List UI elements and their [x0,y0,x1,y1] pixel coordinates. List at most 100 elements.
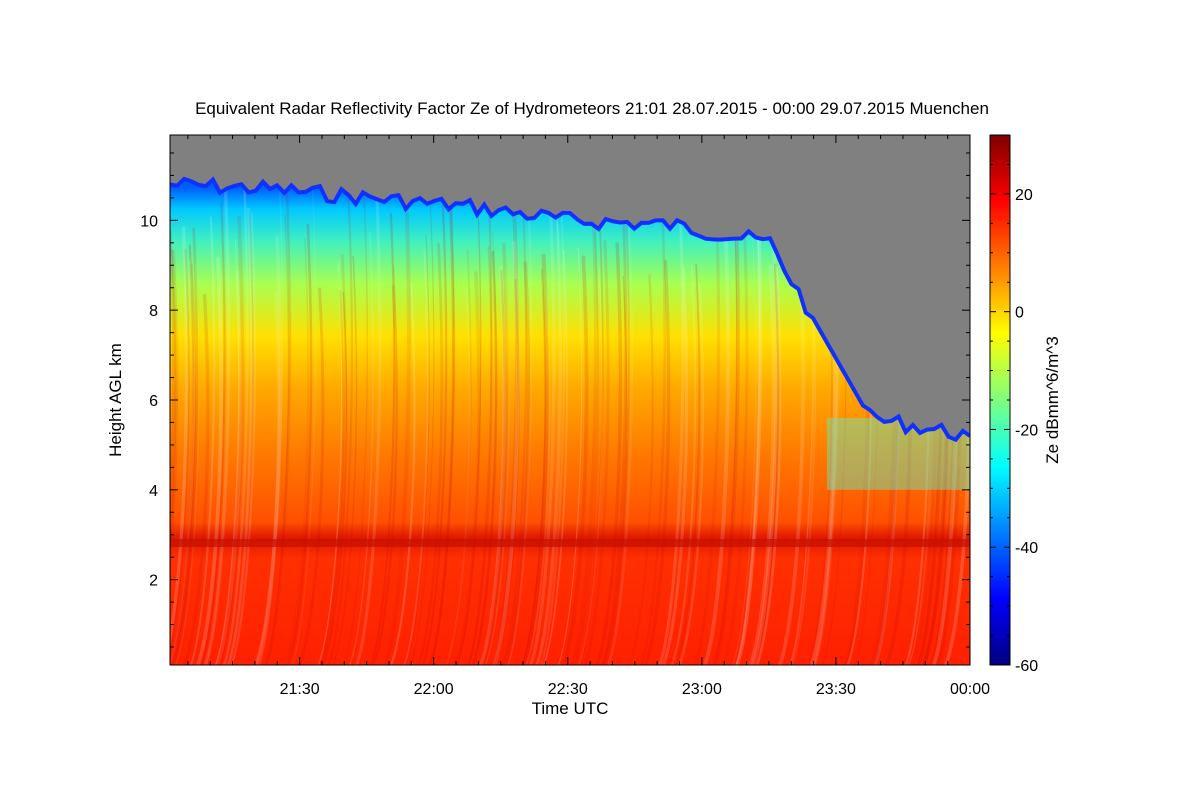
fall-streak [491,195,519,665]
fall-streak [405,234,430,665]
fall-streak [319,290,345,665]
fall-streak [722,207,749,665]
fall-streak [230,212,256,665]
x-tick-label: 22:30 [548,681,588,698]
cloud-top-edge [170,176,970,443]
fall-streak [753,263,780,665]
fall-streak [570,185,598,665]
x-tick-label: 00:00 [950,681,990,698]
fall-streak [409,205,435,665]
fall-streak [446,249,472,665]
fall-streak [172,227,199,665]
fall-streak [170,249,179,576]
fall-streak [501,192,527,665]
fall-streak [373,266,398,665]
melting-layer-band [170,539,970,547]
fall-streak [222,178,249,665]
fall-streak [521,254,549,665]
fall-streak [371,285,398,665]
fall-streak [561,255,589,665]
fall-streak [601,189,628,665]
plot-area [170,135,970,665]
y-axis-title: Height AGL km [106,343,125,457]
fall-streak [535,204,561,665]
fall-streak [578,268,603,665]
fall-streak [735,178,763,665]
x-tick-label: 23:30 [816,681,856,698]
fall-streak [170,259,194,665]
fall-streak [349,232,374,665]
fall-streak [258,175,284,665]
fall-streak [182,293,210,665]
fall-streak [174,262,200,665]
x-axis-title: Time UTC [532,699,609,718]
fall-streak [196,256,223,665]
fall-streak [521,268,547,665]
x-tick-label: 23:00 [682,681,722,698]
fall-streak [170,244,195,665]
fall-streak [536,223,562,665]
colorbar-tick-label: -60 [1015,658,1038,675]
colorbar-ticks: 20 0 -20 -40 -60 [990,134,1038,675]
fall-streak [481,243,509,665]
fall-streak [170,248,190,653]
fall-streak [703,211,730,665]
fall-streak [472,232,497,665]
fall-streak [471,250,498,665]
fall-streak [542,250,568,665]
fall-streak [484,268,510,665]
y-tick-label: 6 [149,393,158,410]
chart-title: Equivalent Radar Reflectivity Factor Ze … [195,99,989,118]
fall-streak [529,207,556,665]
fall-streak [539,187,566,665]
fall-streak [574,232,600,665]
fall-streak [170,249,177,556]
fall-streak [390,283,416,665]
fall-streak [217,216,245,665]
fall-streak [643,259,671,665]
fall-streak [171,263,196,665]
fall-streak [578,216,604,665]
fall-streak [604,193,630,665]
x-axis-ticks: 21:30 22:00 22:30 23:00 23:30 00:00 [187,135,990,698]
fall-streak [748,264,776,665]
fall-streak [215,270,243,665]
x-tick-label: 21:30 [280,681,320,698]
y-tick-label: 4 [149,483,158,500]
fall-streak [661,267,689,665]
y-tick-label: 10 [140,213,158,230]
fall-streak [525,288,551,665]
fall-streak [494,278,520,665]
fall-streak [480,269,506,665]
fall-streak [602,275,628,665]
colorbar-label: Ze dBmm^6/m^3 [1043,336,1062,463]
fall-streak [170,229,175,527]
fall-streak [286,224,313,665]
fall-streak [189,216,216,665]
fall-streak [583,240,610,665]
colorbar-tick-label: -20 [1015,422,1038,439]
fall-streak [255,235,282,665]
fall-streak [658,198,685,665]
fall-streak [327,198,353,665]
fall-streak [678,283,705,665]
fall-streak [595,242,623,665]
fall-streak [254,290,281,665]
fall-streak [205,186,231,665]
chart-title-text: Equivalent Radar Reflectivity Factor Ze … [195,99,989,118]
fall-streak [778,240,805,665]
fall-streak [467,245,493,665]
x-tick-label: 22:00 [414,681,454,698]
fall-streak [228,211,254,665]
fall-streak [712,175,740,665]
colorbar-tick-label: 20 [1015,187,1033,204]
fall-streak [214,239,240,665]
fall-streak [170,226,189,647]
fall-streak [343,192,368,665]
fall-streak [317,261,343,665]
fall-streak [640,181,666,665]
fall-streak [421,204,448,665]
colorbar: 20 0 -20 -40 -60 Ze dBmm^6/m^3 [989,134,1062,675]
fall-streak [755,267,782,665]
